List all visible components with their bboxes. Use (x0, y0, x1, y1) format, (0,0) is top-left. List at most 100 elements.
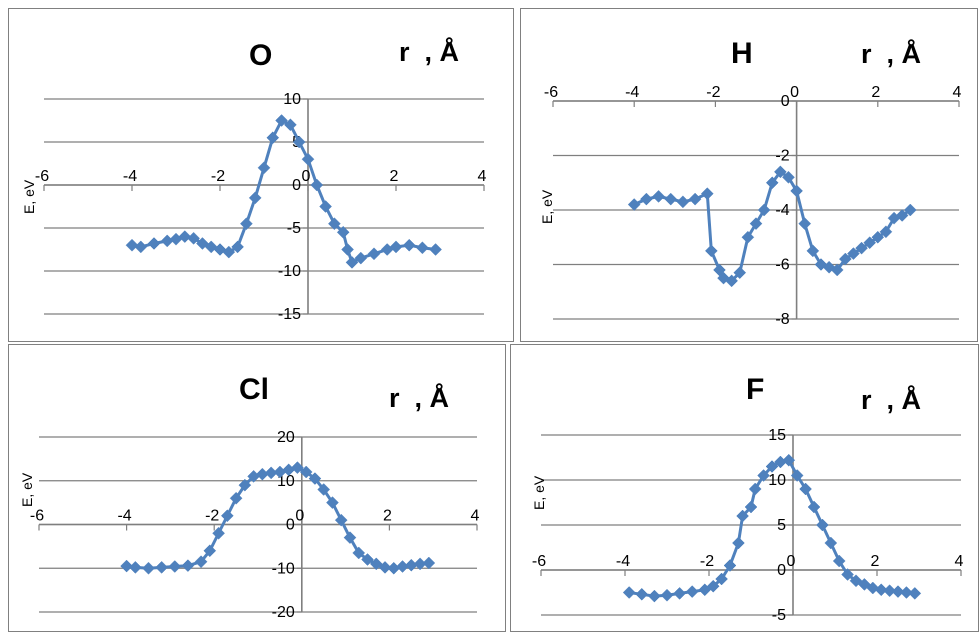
chart-h-data-point (855, 241, 868, 255)
chart-o-data-point (292, 135, 306, 149)
chart-cl-y-tick-label: 20 (277, 429, 295, 446)
chart-cl-data-point (181, 559, 195, 572)
chart-o-data-point (328, 217, 341, 231)
chart-cl-data-point (129, 561, 142, 574)
chart-f-x-axis-label: r , Å (861, 385, 922, 415)
chart-h-x-axis-label: r , Å (861, 39, 922, 69)
chart-f-data-point (715, 572, 728, 586)
chart-cl-x-axis-label: r , Å (389, 383, 450, 413)
chart-o-y-tick-label: -5 (287, 220, 301, 237)
chart-h-x-tick-label: -2 (706, 84, 720, 101)
chart-o-data-point (354, 251, 368, 265)
chart-h-data-point (863, 236, 877, 250)
chart-f-data-point (723, 559, 737, 572)
chart-o-y-tick-label: 0 (292, 177, 301, 194)
chart-f: -6 -4 -2 0 2 4 -5 0 5 10 15 (532, 427, 964, 624)
chart-f-y-tick-label: 10 (768, 472, 786, 489)
chart-cl-data-point (155, 561, 168, 574)
chart-cl-data-point (168, 560, 182, 573)
chart-f-y-tick-label: 15 (768, 427, 786, 444)
chart-h-data-point (879, 225, 893, 239)
chart-o-x-axis-label: r , Å (399, 37, 460, 67)
chart-cl-data-point (422, 556, 436, 570)
chart-cl-data-point (238, 478, 252, 492)
chart-f-data-point (765, 460, 779, 473)
chart-f-x-tick-label: -6 (532, 553, 546, 570)
chart-h-data-point (676, 195, 690, 209)
chart-f-data-point (883, 584, 896, 598)
chart-h-data-point (838, 252, 852, 266)
chart-o-data-point (367, 247, 381, 261)
chart-cl-y-axis-label: E, eV (19, 472, 35, 507)
chart-o-data-point (389, 240, 403, 254)
chart-h: -6 -4 -2 0 2 4 -8 -6 -4 -2 0 (544, 84, 962, 328)
chart-cl-y-tick-label: -10 (272, 560, 295, 577)
panel-f: -6 -4 -2 0 2 4 -5 0 5 10 15 F r , Å E, eV (510, 344, 979, 632)
chart-f-data-point (706, 579, 720, 593)
chart-o-data-point (275, 114, 288, 127)
chart-h-data-point (741, 230, 755, 244)
chart-cl-data-point (229, 491, 243, 505)
chart-f-data-point (816, 518, 829, 532)
chart-h-data-point (798, 217, 812, 230)
chart-o-y-tick-label: -10 (278, 263, 301, 280)
chart-f-data-point (732, 536, 745, 550)
chart-o-data-point (341, 243, 354, 256)
chart-h-x-tick-label: 0 (790, 84, 799, 101)
chart-h-y-tick-label: -2 (775, 148, 789, 165)
chart-cl-data-point (308, 472, 322, 485)
chart-cl-data-point (326, 496, 339, 509)
chart-h-data-point (765, 176, 779, 190)
chart-f-x-tick-label: 4 (955, 553, 964, 570)
chart-f-x-tick-label: 2 (871, 553, 880, 570)
chart-f-data-point (673, 587, 686, 600)
chart-f-data-point (757, 469, 770, 482)
chart-h-data-point (903, 203, 917, 217)
chart-o-data-point (266, 131, 280, 145)
chart-o-data-point (134, 240, 148, 254)
chart-cl-data-point (142, 561, 155, 575)
chart-f-data-point (622, 586, 636, 599)
chart-o-data-point (125, 238, 139, 252)
chart-h-data-point (733, 266, 747, 280)
chart-o-data-point (345, 256, 359, 269)
chart-cl-data-point (220, 509, 234, 523)
chart-f-data-point (900, 586, 913, 599)
chart-cl-data-point (291, 461, 304, 474)
chart-o-data-point (301, 152, 315, 166)
chart-cl-data-point (212, 526, 225, 540)
chart-h-data-point (688, 192, 702, 206)
chart-o-data-point (284, 118, 297, 132)
chart-f-data-point (782, 453, 796, 467)
chart-cl-x-tick-label: 0 (295, 508, 304, 525)
chart-h-data-point (790, 184, 803, 198)
chart-cl-data-point (352, 546, 366, 560)
chart-o-data-point (416, 241, 429, 255)
chart-f-data-point (790, 469, 804, 482)
chart-o-x-tick-label: 0 (302, 168, 311, 185)
chart-f-title: F (746, 373, 765, 406)
chart-h-data-point (749, 217, 763, 230)
chart-f-data-point (807, 500, 821, 514)
chart-h-data-point (871, 230, 885, 244)
chart-o-data-point (178, 230, 192, 243)
chart-f-x-tick-label: 0 (787, 553, 796, 570)
chart-f-y-tick-label: 5 (777, 517, 786, 534)
chart-o-x-tick-label: -4 (123, 168, 137, 185)
chart-cl-x-tick-label: 4 (471, 508, 480, 525)
chart-h-y-tick-label: -8 (775, 311, 789, 328)
chart-f-data-point (908, 587, 922, 600)
chart-h-data-point (627, 198, 641, 211)
chart-cl-data-point (343, 531, 357, 544)
chart-h-x-tick-label: -6 (544, 84, 558, 101)
chart-o-x-tick-label: -2 (211, 168, 225, 185)
chart-f-data-point (874, 583, 888, 597)
chart-o-data-point (257, 161, 271, 175)
chart-o-data-point (187, 231, 200, 245)
chart-o-data-point (240, 217, 253, 231)
chart-h-data-point (830, 263, 844, 277)
chart-o-data-point (222, 245, 236, 259)
chart-f-data-point (832, 554, 846, 568)
